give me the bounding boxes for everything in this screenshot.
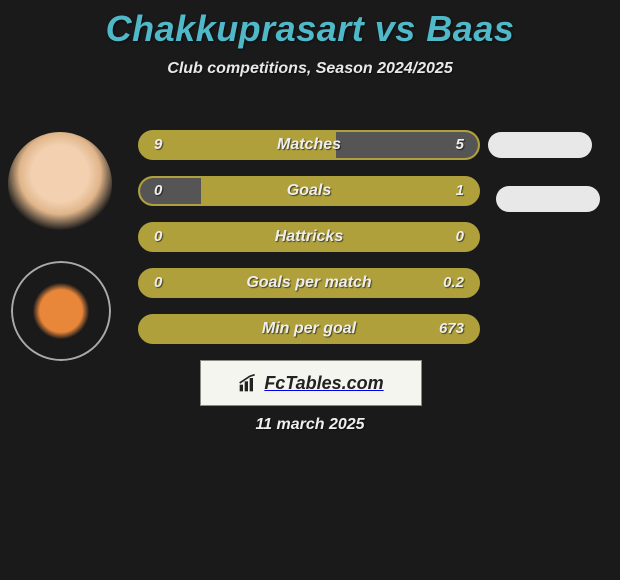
page-root: Chakkuprasart vs Baas Club competitions,… — [0, 8, 620, 580]
branding-text: FcTables.com — [264, 373, 383, 394]
stat-label: Goals per match — [140, 270, 478, 296]
stat-row-min-per-goal: Min per goal 673 — [138, 314, 480, 344]
player-avatar-left — [8, 132, 112, 236]
stat-label: Matches — [140, 132, 478, 158]
stat-value-right: 0 — [456, 224, 464, 250]
stats-container: 9 Matches 5 0 Goals 1 0 Hattricks 0 0 Go… — [138, 130, 480, 360]
stat-value-right: 5 — [456, 132, 464, 158]
stat-row-goals-per-match: 0 Goals per match 0.2 — [138, 268, 480, 298]
stat-row-hattricks: 0 Hattricks 0 — [138, 222, 480, 252]
stat-value-right: 1 — [456, 178, 464, 204]
stat-value-right: 673 — [439, 316, 464, 342]
page-title: Chakkuprasart vs Baas — [0, 8, 620, 50]
chart-icon — [238, 373, 258, 393]
date-text: 11 march 2025 — [0, 416, 620, 434]
stat-value-right: 0.2 — [443, 270, 464, 296]
stat-label: Goals — [140, 178, 478, 204]
pill-decoration — [488, 132, 592, 158]
page-subtitle: Club competitions, Season 2024/2025 — [0, 60, 620, 78]
branding-link[interactable]: FcTables.com — [200, 360, 422, 406]
stat-label: Min per goal — [140, 316, 478, 342]
stat-row-matches: 9 Matches 5 — [138, 130, 480, 160]
club-crest-left — [8, 258, 114, 364]
stat-label: Hattricks — [140, 224, 478, 250]
pill-decoration — [496, 186, 600, 212]
stat-row-goals: 0 Goals 1 — [138, 176, 480, 206]
